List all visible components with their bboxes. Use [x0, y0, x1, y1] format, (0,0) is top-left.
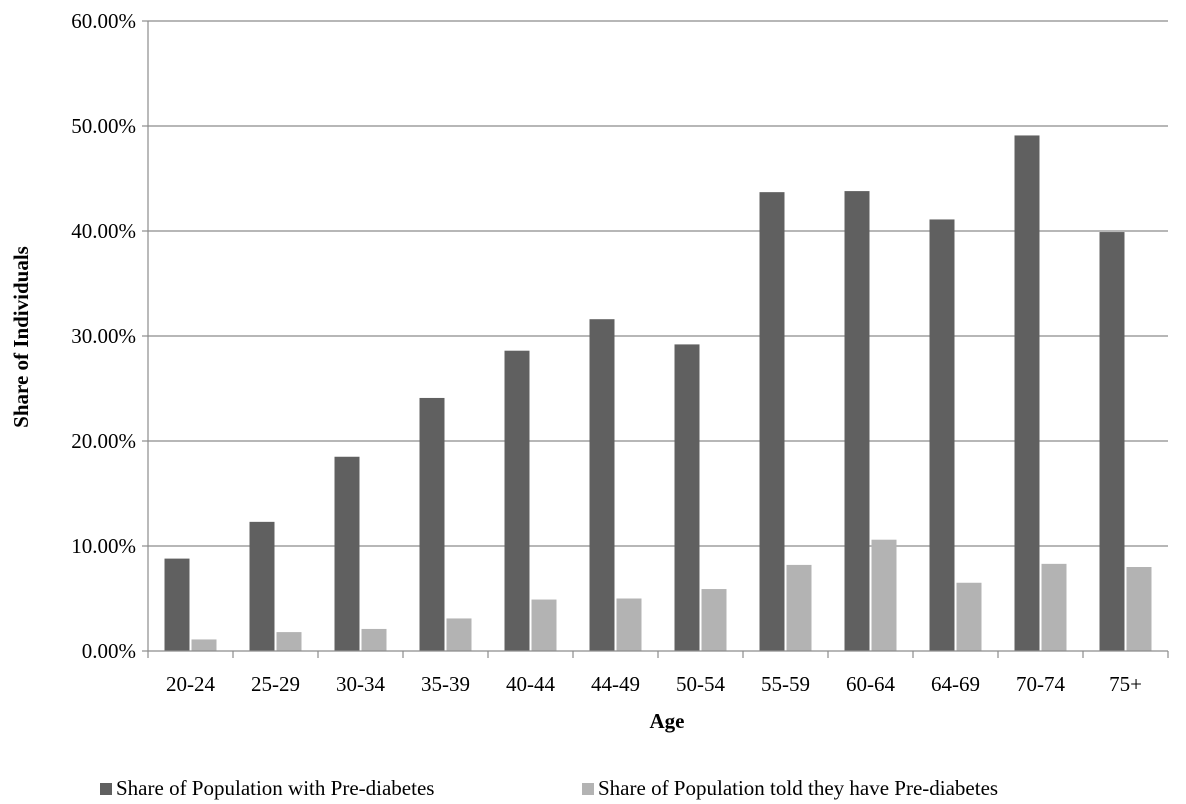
bar-told-prediabetes [446, 618, 472, 651]
y-tick-label: 60.00% [71, 9, 136, 33]
legend-swatch-with-prediabetes [100, 783, 112, 795]
bar-told-prediabetes [786, 564, 812, 651]
bar-with-prediabetes [1099, 232, 1125, 652]
bar-with-prediabetes [929, 219, 955, 651]
x-tick-label: 40-44 [506, 672, 555, 696]
y-axis-ticks: 0.00% 10.00% 20.00% 30.00% 40.00% 50.00% 60.00… [71, 9, 148, 663]
x-tick-label: 60-64 [846, 672, 895, 696]
bar-told-prediabetes [701, 589, 727, 651]
bar-told-prediabetes [191, 639, 217, 651]
bars [164, 135, 1152, 652]
x-tick-label: 50-54 [676, 672, 725, 696]
bar-told-prediabetes [1041, 563, 1067, 651]
x-tick-label: 64-69 [931, 672, 980, 696]
bar-with-prediabetes [844, 191, 870, 651]
y-tick-label: 0.00% [82, 639, 136, 663]
bar-told-prediabetes [276, 632, 302, 651]
x-tick-label: 20-24 [166, 672, 215, 696]
bar-told-prediabetes [956, 582, 982, 651]
bar-with-prediabetes [419, 397, 445, 651]
bar-with-prediabetes [504, 350, 530, 651]
bar-told-prediabetes [1126, 567, 1152, 651]
y-tick-label: 40.00% [71, 219, 136, 243]
bar-told-prediabetes [531, 599, 557, 651]
bar-with-prediabetes [589, 319, 615, 651]
x-tick-label: 30-34 [336, 672, 385, 696]
x-tick-label: 75+ [1109, 672, 1142, 696]
gridlines [148, 20, 1168, 547]
x-tick-label: 44-49 [591, 672, 640, 696]
y-axis-title: Share of Individuals [9, 246, 33, 428]
y-tick-label: 30.00% [71, 324, 136, 348]
y-tick-label: 50.00% [71, 114, 136, 138]
legend-label-with-prediabetes: Share of Population with Pre-diabetes [116, 776, 434, 800]
bar-told-prediabetes [616, 598, 642, 651]
bar-told-prediabetes [871, 539, 897, 651]
y-tick-label: 20.00% [71, 429, 136, 453]
bar-with-prediabetes [249, 521, 275, 651]
y-tick-label: 10.00% [71, 534, 136, 558]
x-tick-label: 35-39 [421, 672, 470, 696]
bar-with-prediabetes [334, 456, 360, 651]
bar-with-prediabetes [1014, 135, 1040, 651]
legend-swatch-told-prediabetes [582, 783, 594, 795]
bar-told-prediabetes [361, 628, 387, 651]
bar-with-prediabetes [759, 192, 785, 651]
x-tick-label: 25-29 [251, 672, 300, 696]
legend-label-told-prediabetes: Share of Population told they have Pre-d… [598, 776, 998, 800]
bar-with-prediabetes [674, 344, 700, 651]
x-axis-title: Age [650, 709, 685, 733]
x-tick-label: 55-59 [761, 672, 810, 696]
bar-with-prediabetes [164, 558, 190, 651]
x-axis-ticks: 20-24 25-29 30-34 35-39 40-44 44-49 50-54 55-59… [147, 651, 1169, 696]
x-tick-label: 70-74 [1016, 672, 1065, 696]
legend: Share of Population with Pre-diabetes Sh… [100, 776, 998, 800]
